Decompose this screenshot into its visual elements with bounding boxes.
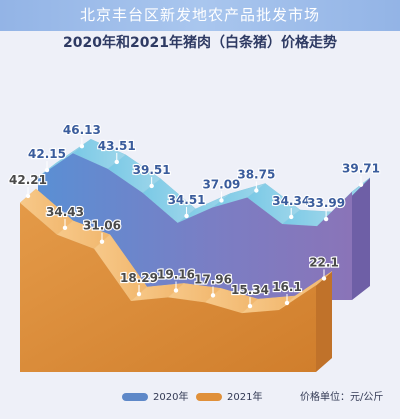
legend-item-2020: 2020年 — [122, 389, 188, 407]
label-2020-5-marker — [219, 198, 224, 203]
label-2021-0-marker — [25, 193, 31, 199]
label-2020-0-value: 42.15 — [28, 147, 66, 161]
label-2021-8-marker — [321, 276, 327, 281]
label-2020-1-marker — [79, 144, 85, 149]
label-2020-5-value: 37.09 — [202, 177, 240, 191]
banner-title: 北京丰台区新发地农产品批发市场 — [0, 0, 400, 31]
series-2021-front — [20, 202, 316, 372]
label-2020-7-marker — [289, 214, 294, 220]
label-2020-1-value: 46.13 — [63, 123, 101, 137]
label-2020-6-value: 38.75 — [237, 168, 275, 182]
legend-label-2021: 2021年 — [227, 392, 263, 403]
label-2021-6-value: 15.34 — [231, 283, 269, 297]
label-2021-3-marker — [136, 291, 142, 297]
label-2021-1-value: 34.43 — [46, 205, 84, 219]
label-2021-2-value: 31.06 — [83, 219, 121, 233]
label-2021-4-marker — [173, 288, 179, 293]
label-2021-2-marker — [99, 239, 105, 244]
label-2021-5-marker — [210, 293, 216, 298]
label-2020-4-value: 34.51 — [168, 193, 206, 207]
label-2021-5-value: 17.96 — [194, 272, 232, 286]
label-2020-6-marker — [254, 188, 259, 193]
label-2020-2-marker — [114, 159, 119, 165]
legend-swatch-2020 — [122, 393, 148, 401]
label-2021-7-marker — [284, 300, 290, 306]
label-2020-3-value: 39.51 — [133, 163, 171, 177]
label-2021-0-value: 42.21 — [9, 173, 47, 187]
label-2021-1-marker — [62, 225, 68, 231]
label-2021-4-value: 19.16 — [157, 267, 195, 281]
label-2020-8-marker — [323, 216, 329, 222]
chart-title: 2020年和2021年猪肉（白条猪）价格走势 — [63, 35, 337, 51]
series-2021-side — [316, 271, 332, 372]
label-2021-7-value: 16.1 — [272, 280, 302, 294]
legend-item-2021: 2021年 — [196, 389, 262, 407]
series-2020-side — [352, 177, 370, 300]
label-2021-6-marker — [247, 303, 253, 309]
unit-label: 价格单位：元/公斤 — [300, 392, 384, 403]
label-2020-3-marker — [149, 183, 154, 189]
label-2020-7-value: 34.34 — [272, 194, 310, 208]
label-2020-8-value: 33.99 — [307, 196, 345, 210]
label-2020-0-marker — [44, 167, 50, 173]
label-2020-4-marker — [184, 213, 189, 219]
label-2020-9-marker — [358, 182, 364, 187]
label-2021-3-value: 18.29 — [120, 271, 158, 285]
label-2020-9-value: 39.71 — [342, 162, 380, 176]
legend-swatch-2021 — [196, 393, 222, 401]
label-2020-2-value: 43.51 — [98, 139, 136, 153]
series-2021-area — [19, 188, 333, 372]
legend-label-2020: 2020年 — [153, 392, 189, 403]
label-2021-8-value: 22.1 — [309, 255, 339, 269]
